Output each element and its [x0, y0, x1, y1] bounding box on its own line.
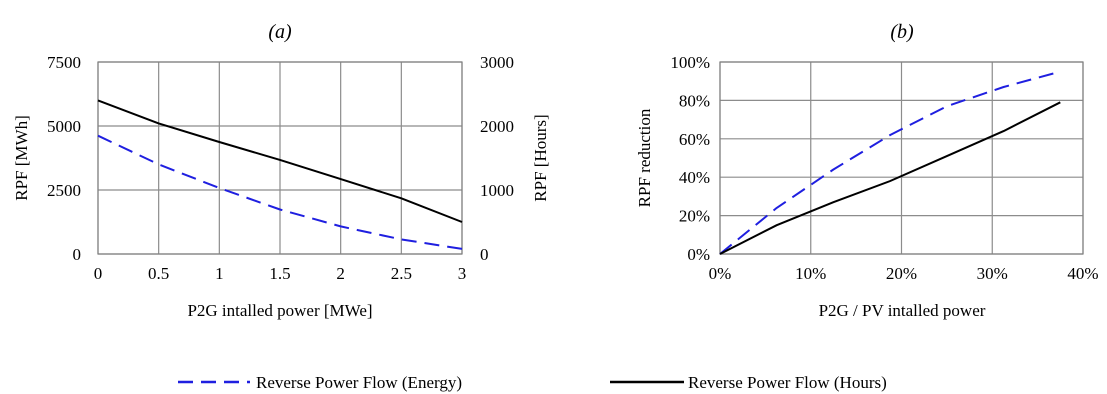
panel-a-y-axis-title: RPF [MWh] [12, 115, 31, 200]
panel-b-x-tick-label: 0% [709, 264, 732, 283]
panel-b-x-tick-label: 40% [1067, 264, 1098, 283]
panel-b-x-tick-label: 30% [977, 264, 1008, 283]
panel-b-y-tick-label: 20% [679, 207, 710, 226]
panel-a-y-tick-label: 0 [73, 245, 82, 264]
legend-label-hours: Reverse Power Flow (Hours) [688, 373, 887, 392]
panel-a-title: (a) [268, 21, 292, 43]
panel-a-y2-tick-label: 1000 [480, 181, 514, 200]
legend-label-energy: Reverse Power Flow (Energy) [256, 373, 462, 392]
panel-a-x-tick-label: 2 [336, 264, 345, 283]
panel-b-y-tick-label: 80% [679, 91, 710, 110]
panel-b-y-tick-label: 0% [687, 245, 710, 264]
panel-a-gridlines [97, 61, 463, 255]
panel-a-x-tick-label: 3 [458, 264, 467, 283]
panel-a-series [97, 99, 463, 250]
panel-b-y-tick-label: 40% [679, 168, 710, 187]
panel-a-x-tick-label: 0 [94, 264, 103, 283]
panel-b-x-tick-label: 10% [795, 264, 826, 283]
panel-a-plot-border [97, 61, 463, 255]
panel-a-series-line-hours [97, 99, 463, 223]
panel-b-gridlines [719, 61, 1084, 255]
panel-a-y2-axis-title: RPF [Hours] [531, 114, 550, 201]
panel-a-y-tick-label: 2500 [47, 181, 81, 200]
panel-b-series-line-energy [719, 70, 1061, 255]
panel-b-y-axis-title: RPF reduction [635, 108, 654, 207]
panel-b-series [719, 70, 1061, 255]
panel-a-x-tick-label: 1.5 [269, 264, 290, 283]
panel-a-y2-tick-label: 2000 [480, 117, 514, 136]
chart-panel-a: (a) 0 0.5 1 1.5 2 2.5 302500500075000100020003… [12, 21, 550, 320]
panel-b-x-axis-title: P2G / PV intalled power [819, 301, 986, 320]
chart-panel-b: (b) 0% 10% 20% 30% 40% 0% 20% 40% 60% 80% 100% P2G… [635, 21, 1099, 320]
panel-a-x-tick-label: 2.5 [391, 264, 412, 283]
panel-a-x-tick-label: 0.5 [148, 264, 169, 283]
panel-a-x-tick-label: 1 [215, 264, 224, 283]
panel-a-y2-tick-label: 3000 [480, 53, 514, 72]
chart-legend: Reverse Power Flow (Energy) Reverse Powe… [178, 373, 887, 392]
panel-b-plot-border [719, 61, 1084, 255]
panel-a-series-line-energy [97, 134, 463, 250]
panel-a-y2-tick-label: 0 [480, 245, 489, 264]
panel-a-x-axis-title: P2G intalled power [MWe] [187, 301, 372, 320]
panel-b-tick-labels: 0% 10% 20% 30% 40% 0% 20% 40% 60% 80% 100% [670, 53, 1098, 283]
panel-b-y-tick-label: 100% [670, 53, 710, 72]
panel-a-y-tick-label: 5000 [47, 117, 81, 136]
panel-b-title: (b) [890, 21, 914, 43]
panel-a-y-tick-label: 7500 [47, 53, 81, 72]
panel-b-series-line-hours [719, 101, 1061, 255]
panel-b-y-tick-label: 60% [679, 130, 710, 149]
panel-b-x-tick-label: 20% [886, 264, 917, 283]
